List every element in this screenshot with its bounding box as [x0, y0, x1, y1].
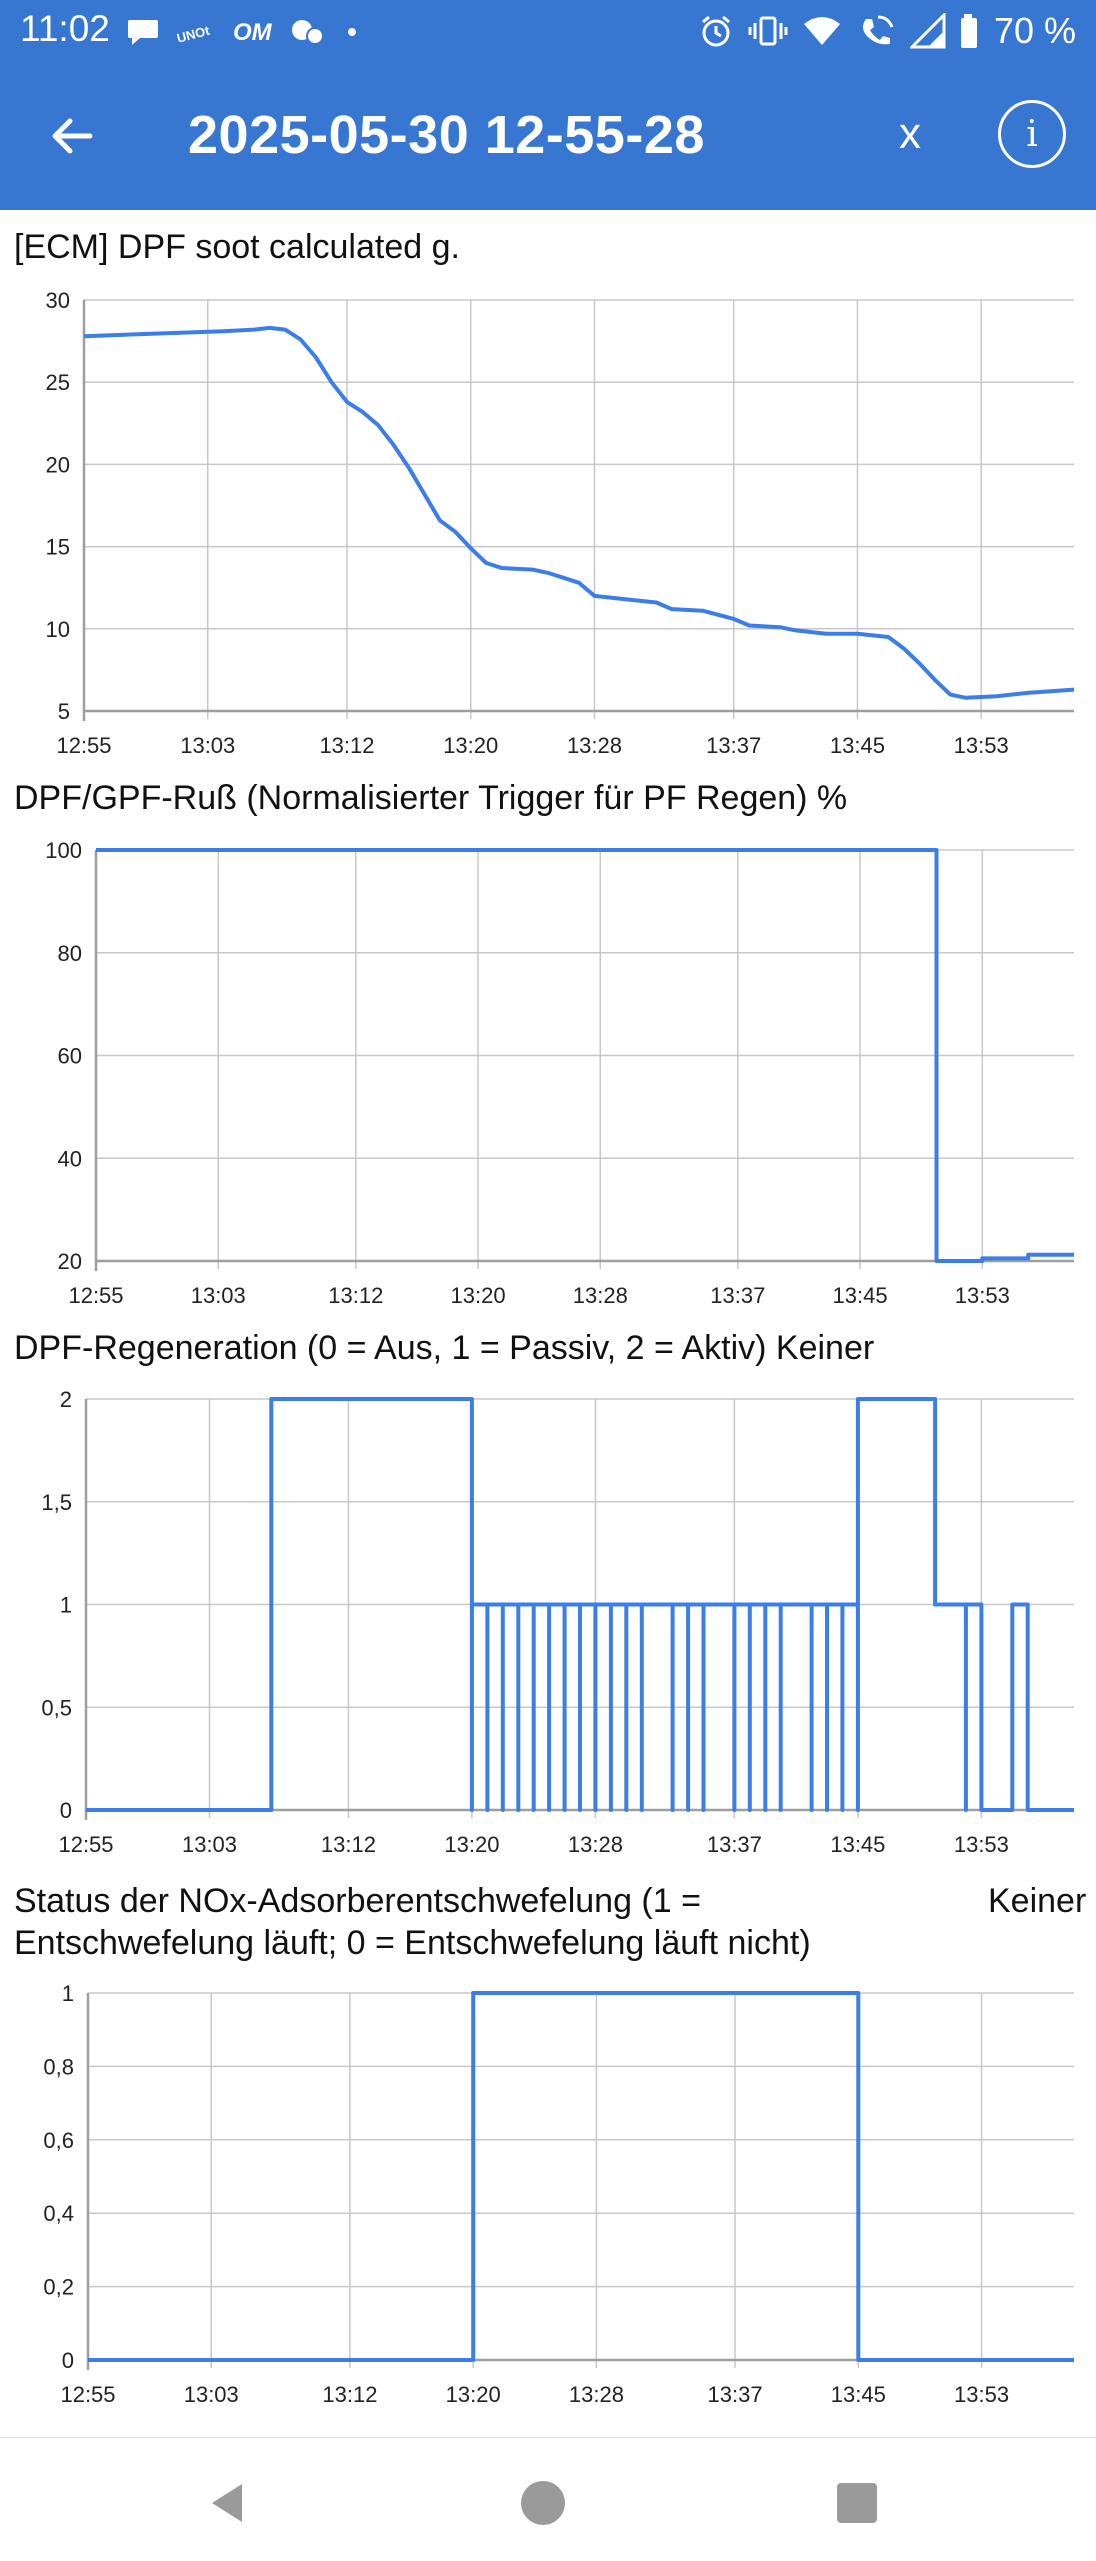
x-tick-label: 12:55	[58, 1832, 113, 1857]
dot-icon	[348, 28, 356, 36]
notification-icons: UNOt OM	[126, 12, 362, 52]
y-tick-label: 0	[60, 1798, 72, 1823]
y-tick-label: 40	[58, 1146, 82, 1171]
y-tick-label: 1,5	[41, 1490, 72, 1515]
svg-text:OM: OM	[233, 19, 273, 46]
x-tick-label: 13:28	[573, 1283, 628, 1308]
x-tick-label: 13:37	[708, 2382, 763, 2407]
y-tick-label: 0,2	[43, 2275, 74, 2300]
status-time: 11:02	[20, 8, 110, 49]
x-tick-label: 13:45	[831, 2382, 886, 2407]
x-tick-label: 13:12	[321, 1832, 376, 1857]
system-icons: 70 %	[698, 8, 1076, 54]
vibrate-icon	[748, 16, 788, 46]
x-tick-label: 13:45	[830, 1832, 885, 1857]
battery-percent: 70 %	[993, 10, 1076, 51]
x-tick-label: 13:28	[569, 2382, 624, 2407]
y-tick-label: 20	[46, 452, 70, 477]
chart-4-unit: Keiner	[988, 1882, 1087, 1920]
x-tick-label: 13:12	[322, 2382, 377, 2407]
x-tick-label: 13:20	[451, 1283, 506, 1308]
chart-2-title: DPF/GPF-Ruß (Normalisierter Trigger für …	[14, 779, 848, 817]
unot-app-icon: UNOt	[175, 23, 212, 46]
navigation-bar	[0, 2437, 1096, 2561]
x-tick-label: 13:20	[444, 1832, 499, 1857]
x-tick-label: 12:55	[68, 1283, 123, 1308]
y-tick-label: 100	[45, 838, 82, 863]
nav-back-button[interactable]	[192, 2468, 262, 2538]
x-tick-label: 13:03	[182, 1832, 237, 1857]
x-tick-label: 13:53	[954, 1832, 1009, 1857]
x-tick-label: 13:53	[955, 1283, 1010, 1308]
x-tick-label: 13:03	[184, 2382, 239, 2407]
y-tick-label: 30	[46, 288, 70, 313]
page-title: 2025-05-30 12-55-28	[188, 105, 705, 165]
y-tick-label: 10	[46, 617, 70, 642]
chart-1: 30 25 20 15 10 5 12:55 13:03 13:12 13:20 13:28 13:3…	[46, 288, 1075, 758]
x-tick-label: 13:37	[710, 1283, 765, 1308]
x-tick-label: 13:12	[319, 733, 374, 758]
chart-3-title: DPF-Regeneration (0 = Aus, 1 = Passiv, 2…	[14, 1329, 875, 1367]
chart-4: 1 0,8 0,6 0,4 0,2 0 12:55 13:03 13:12 13:20 13:28 1…	[43, 1981, 1074, 2407]
y-tick-label: 0,5	[41, 1695, 72, 1720]
y-tick-label: 15	[46, 535, 70, 560]
x-tick-label: 13:45	[830, 733, 885, 758]
y-tick-label: 5	[58, 699, 70, 724]
y-tick-label: 25	[46, 370, 70, 395]
signal-icon	[909, 13, 946, 49]
chart-3-series-line	[86, 1397, 1074, 1812]
home-circle-icon	[521, 2481, 565, 2525]
y-tick-label: 80	[58, 941, 82, 966]
y-tick-label: 0	[62, 2348, 74, 2373]
x-tick-label: 13:45	[833, 1283, 888, 1308]
x-tick-label: 13:28	[567, 733, 622, 758]
chart-2-series-line	[96, 848, 1074, 1263]
close-button[interactable]: x	[899, 109, 921, 158]
y-tick-label: 20	[58, 1249, 82, 1274]
x-tick-label: 12:55	[56, 733, 111, 758]
back-triangle-icon	[212, 2484, 242, 2522]
app-bar: 2025-05-30 12-55-28 x i	[0, 62, 1096, 210]
chart-4-title-text: Status der NOx-Adsorberentschwefelung (1…	[14, 1882, 811, 1962]
x-tick-label: 13:53	[954, 2382, 1009, 2407]
wifi-icon	[803, 17, 840, 45]
x-tick-label: 13:03	[180, 733, 235, 758]
x-tick-label: 13:03	[191, 1283, 246, 1308]
chart-2: 100 80 60 40 20 12:55 13:03 13:12 13:20 13:28 13:3…	[45, 838, 1074, 1308]
y-tick-label: 0,4	[43, 2201, 74, 2226]
nav-recents-button[interactable]	[822, 2468, 892, 2538]
y-tick-label: 0,8	[43, 2054, 74, 2079]
info-button[interactable]: i	[998, 100, 1066, 168]
om-app-icon: OM	[233, 19, 273, 46]
status-bar: 11:02 UNOt OM 70 %	[0, 0, 1096, 62]
wifi-call-icon	[862, 15, 894, 45]
y-tick-label: 0,6	[43, 2128, 74, 2153]
x-tick-label: 13:53	[954, 733, 1009, 758]
chart-1-title: [ECM] DPF soot calculated g.	[14, 228, 460, 266]
social-app-icon	[292, 20, 324, 45]
y-tick-label: 1	[62, 1981, 74, 2006]
x-tick-label: 12:55	[60, 2382, 115, 2407]
back-button[interactable]	[38, 102, 106, 170]
y-tick-label: 2	[60, 1387, 72, 1412]
x-tick-label: 13:28	[568, 1832, 623, 1857]
recents-square-icon	[837, 2483, 877, 2523]
chart-4-grid	[87, 1992, 1074, 2368]
x-tick-label: 13:20	[443, 733, 498, 758]
chat-bubble-icon	[128, 20, 158, 45]
arrow-left-icon	[52, 118, 93, 154]
chart-4-series-line	[88, 1991, 1074, 2362]
x-tick-label: 13:20	[446, 2382, 501, 2407]
battery-icon	[960, 14, 977, 48]
alarm-icon	[701, 15, 730, 47]
x-tick-label: 13:37	[706, 733, 761, 758]
y-tick-label: 1	[60, 1593, 72, 1618]
x-tick-label: 13:12	[328, 1283, 383, 1308]
chart-1-series-line	[83, 325, 1075, 700]
x-tick-label: 13:37	[707, 1832, 762, 1857]
y-tick-label: 60	[58, 1044, 82, 1069]
nav-home-button[interactable]	[508, 2468, 578, 2538]
chart-3: 2 1,5 1 0,5 0 12:55 13:03 13:12 13:20 13:28 13:37 1…	[41, 1387, 1074, 1857]
